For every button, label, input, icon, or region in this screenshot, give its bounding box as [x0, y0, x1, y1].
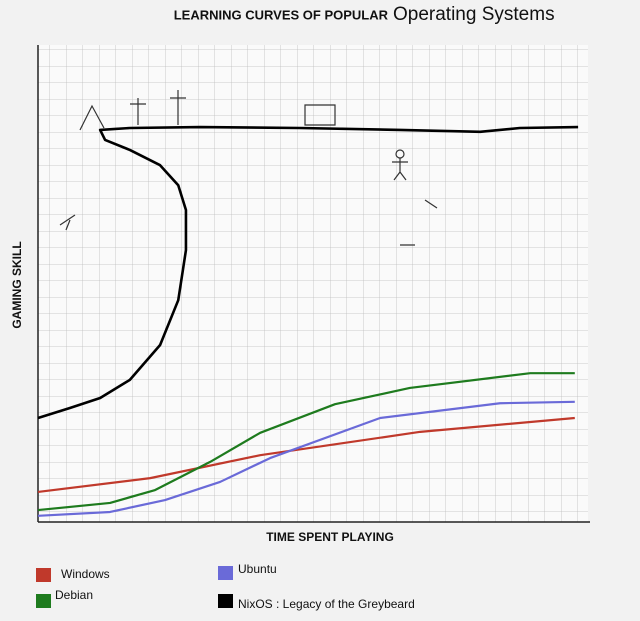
legend-swatch [218, 566, 233, 580]
series-line [37, 125, 579, 420]
legend: Windows Debian Ubuntu NixOS : Legacy of … [36, 562, 415, 611]
series-line [37, 372, 575, 512]
legend-label: Ubuntu [238, 562, 277, 576]
legend-label: Debian [55, 588, 93, 602]
chart-title: LEARNING CURVES OF POPULAR [174, 7, 389, 22]
legend-swatch [36, 568, 51, 582]
legend-swatch [218, 594, 233, 608]
x-axis-label: TIME SPENT PLAYING [266, 530, 394, 544]
series-line [37, 416, 575, 494]
series-line [37, 400, 575, 517]
y-axis-label: GAMING SKILL [10, 241, 24, 328]
legend-label: NixOS : Legacy of the Greybeard [238, 597, 415, 611]
legend-label: Windows [61, 567, 110, 581]
chart-subtitle: Operating Systems [393, 4, 555, 25]
graph-paper [38, 45, 588, 522]
legend-swatch [36, 594, 51, 608]
doodles [59, 90, 438, 246]
